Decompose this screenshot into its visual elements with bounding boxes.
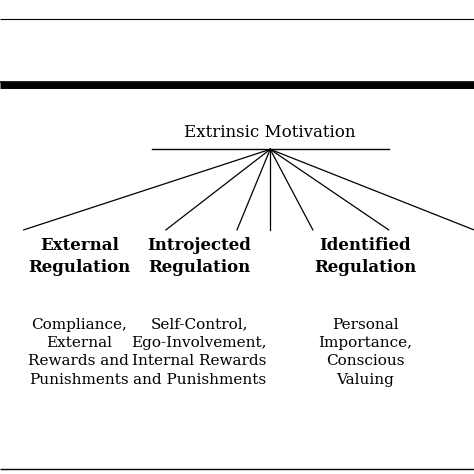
Text: Extrinsic Motivation: Extrinsic Motivation [184,124,356,141]
Text: Self-Control,
Ego-Involvement,
Internal Rewards
and Punishments: Self-Control, Ego-Involvement, Internal … [131,318,267,387]
Text: External
Regulation: External Regulation [28,237,131,276]
Text: Compliance,
External
Rewards and
Punishments: Compliance, External Rewards and Punishm… [28,318,129,387]
Text: Personal
Importance,
Conscious
Valuing: Personal Importance, Conscious Valuing [318,318,412,387]
Text: Identified
Regulation: Identified Regulation [314,237,416,276]
Text: Introjected
Regulation: Introjected Regulation [147,237,251,276]
